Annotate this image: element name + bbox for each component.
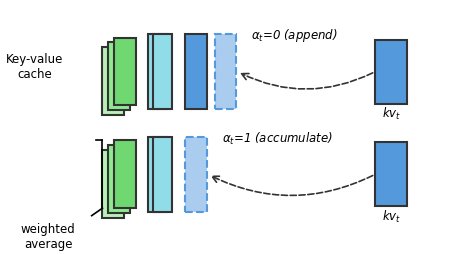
Bar [102, 47, 124, 115]
Text: weighted
average: weighted average [21, 223, 76, 251]
Text: $\alpha_t$=0 (append): $\alpha_t$=0 (append) [251, 27, 337, 44]
Text: $kv_t$: $kv_t$ [382, 209, 400, 225]
Bar [147, 34, 167, 109]
Bar [114, 38, 136, 105]
Bar [114, 140, 136, 208]
Bar [108, 42, 130, 110]
Bar [185, 137, 207, 212]
Text: $kv_t$: $kv_t$ [382, 106, 400, 122]
Bar [374, 142, 406, 206]
Bar [214, 34, 236, 109]
Bar [374, 40, 406, 104]
Bar [147, 137, 167, 212]
Text: Key-value
cache: Key-value cache [6, 53, 63, 81]
Bar [152, 137, 172, 212]
FancyArrowPatch shape [241, 73, 372, 89]
Bar [185, 34, 207, 109]
Text: $\alpha_t$=1 (accumulate): $\alpha_t$=1 (accumulate) [221, 131, 332, 147]
FancyArrowPatch shape [212, 176, 372, 195]
Bar [102, 150, 124, 217]
Bar [108, 145, 130, 213]
Bar [152, 34, 172, 109]
